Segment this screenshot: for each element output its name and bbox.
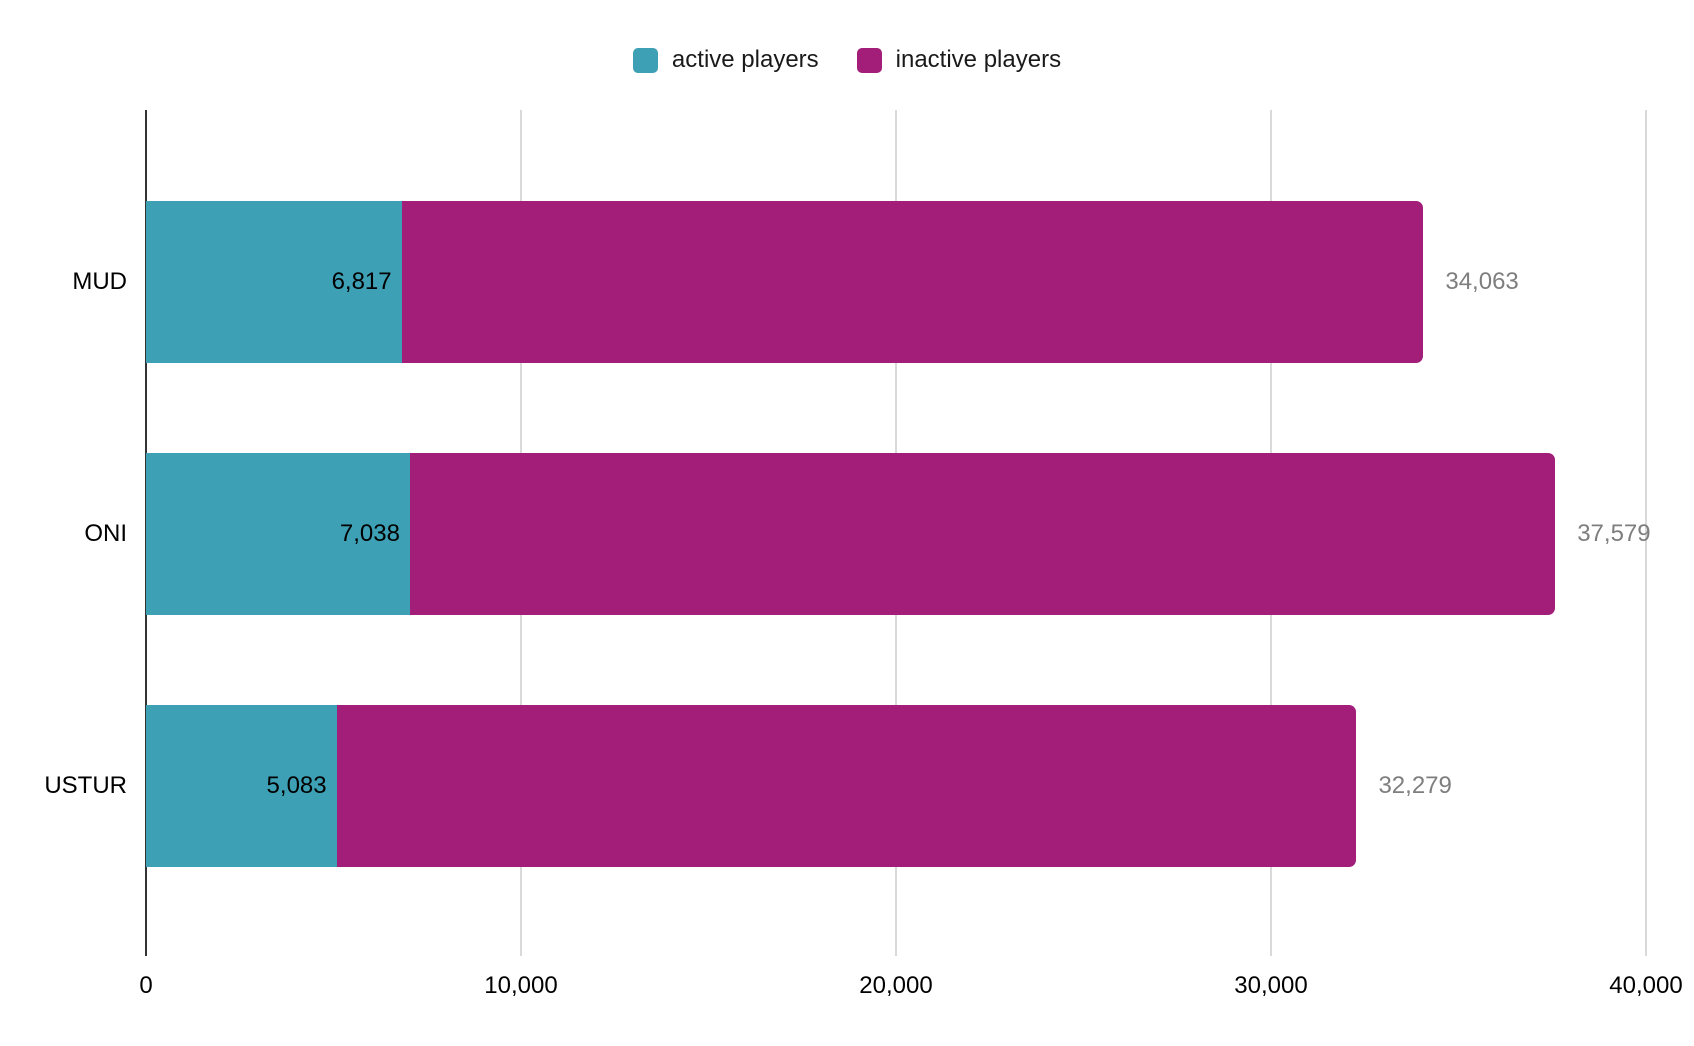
bar-inactive-oni [409,453,1556,615]
legend-swatch-active-icon [632,47,658,73]
legend-label-inactive: inactive players [895,46,1062,73]
x-axis-tick-label-20,000: 20,000 [859,972,933,999]
x-axis-tick-label-0: 0 [139,972,153,999]
legend-swatch-inactive-icon [856,47,882,73]
category-label-ustur: USTUR [44,772,127,799]
x-axis-tick-label-30,000: 30,000 [1234,972,1308,999]
total-value-label-mud: 34,063 [1445,268,1519,295]
active-value-label-ustur: 5,083 [266,772,327,799]
x-axis-tick-label-10,000: 10,000 [484,972,558,999]
bar-active-ustur [146,705,337,867]
active-value-label-mud: 6,817 [331,268,392,295]
legend-label-active: active players [671,46,819,73]
active-value-label-oni: 7,038 [339,520,400,547]
total-value-label-ustur: 32,279 [1378,772,1452,799]
category-label-mud: MUD [72,268,127,295]
bar-inactive-ustur [336,705,1357,867]
bar-active-mud [146,201,402,363]
x-axis-tick-label-40,000: 40,000 [1609,972,1683,999]
total-value-label-oni: 37,579 [1577,520,1651,547]
legend-item-inactive-players: inactive players [856,46,1062,74]
legend: active players inactive players [0,46,1694,74]
bar-inactive-mud [401,201,1424,363]
category-label-oni: ONI [84,520,127,547]
bar-active-oni [146,453,410,615]
x-gridline-40,000 [1645,110,1647,956]
legend-item-active-players: active players [632,46,819,74]
